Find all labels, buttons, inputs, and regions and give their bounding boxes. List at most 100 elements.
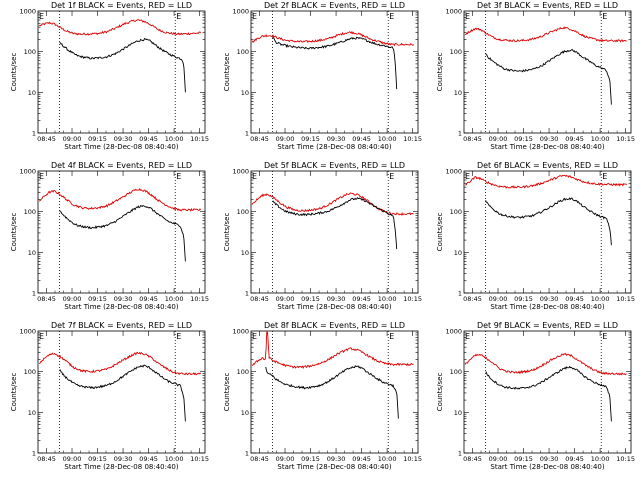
interval-marker-label: E (389, 12, 394, 21)
y-tick-label: 100 (237, 208, 249, 216)
x-tick-label: 09:45 (565, 455, 584, 463)
y-tick-label: 1000 (445, 8, 462, 16)
x-tick-label: 09:15 (514, 455, 533, 463)
x-axis-label: Start Time (28-Dec-08 08:40:40) (277, 143, 391, 151)
x-tick-label: 09:45 (352, 295, 371, 303)
plot-frame (37, 330, 206, 454)
plot-frame (463, 170, 632, 294)
interval-marker-label: E (39, 332, 44, 341)
x-tick-label: 09:00 (276, 455, 295, 463)
x-tick-label: 09:00 (276, 295, 295, 303)
x-tick-label: 08:45 (37, 135, 56, 143)
lld-series-line (38, 19, 202, 36)
y-axis-label: Counts/sec (223, 373, 231, 412)
lld-series-line (251, 192, 414, 216)
x-tick-label: 09:45 (352, 135, 371, 143)
events-series-line (272, 196, 398, 250)
y-tick-label: 1000 (445, 168, 462, 176)
events-series-line (485, 365, 612, 422)
x-tick-label: 10:00 (591, 135, 610, 143)
x-axis-label: Start Time (28-Dec-08 08:40:40) (277, 303, 391, 311)
x-tick-label: 10:00 (591, 455, 610, 463)
panel-title: Det 3f BLACK = Events, RED = LLD (477, 1, 618, 10)
plot-frame (37, 170, 206, 294)
panel-title: Det 8f BLACK = Events, RED = LLD (264, 321, 405, 330)
y-tick-label: 10 (241, 249, 249, 257)
y-tick-label: 1000 (232, 328, 249, 336)
x-tick-label: 08:45 (37, 455, 56, 463)
x-tick-label: 08:45 (37, 295, 56, 303)
x-tick-label: 10:15 (616, 295, 635, 303)
y-tick-label: 1 (32, 450, 36, 458)
y-axis-label: Counts/sec (436, 213, 444, 252)
x-tick-label: 10:00 (165, 135, 184, 143)
lld-series-line (251, 330, 414, 369)
x-tick-label: 09:00 (489, 135, 508, 143)
lld-series-line (251, 30, 415, 47)
x-tick-label: 10:15 (616, 455, 635, 463)
x-tick-label: 10:15 (616, 135, 635, 143)
interval-marker-label: E (602, 332, 607, 341)
y-tick-label: 100 (237, 368, 249, 376)
x-tick-label: 09:00 (63, 135, 82, 143)
x-tick-label: 09:15 (301, 295, 320, 303)
panel-title: Det 7f BLACK = Events, RED = LLD (51, 321, 192, 330)
y-tick-label: 1 (245, 130, 249, 138)
x-tick-label: 09:15 (88, 295, 107, 303)
x-tick-label: 09:00 (489, 295, 508, 303)
y-tick-label: 1000 (232, 8, 249, 16)
x-tick-label: 10:15 (190, 135, 209, 143)
x-tick-label: 10:00 (165, 455, 184, 463)
panel-9: Det 9f BLACK = Events, RED = LLD 1 10 100 10… (436, 321, 635, 471)
y-tick-label: 10 (28, 249, 36, 257)
lld-series-line (464, 352, 627, 376)
y-tick-label: 100 (450, 208, 462, 216)
x-tick-label: 09:00 (489, 455, 508, 463)
x-axis-label: Start Time (28-Dec-08 08:40:40) (490, 303, 604, 311)
panel-1: Det 1f BLACK = Events, RED = LLD 1 10 100 10… (10, 1, 209, 151)
y-tick-label: 1 (245, 290, 249, 298)
panel-title: Det 1f BLACK = Events, RED = LLD (51, 1, 192, 10)
panel-title: Det 5f BLACK = Events, RED = LLD (264, 161, 405, 170)
panel-title: Det 4f BLACK = Events, RED = LLD (51, 161, 192, 170)
y-tick-label: 10 (241, 89, 249, 97)
x-tick-label: 08:45 (463, 135, 482, 143)
interval-marker-label: E (602, 12, 607, 21)
x-tick-label: 10:15 (403, 455, 422, 463)
y-tick-label: 1 (458, 450, 462, 458)
lld-series-line (39, 351, 202, 376)
x-tick-label: 09:15 (301, 135, 320, 143)
y-tick-label: 10 (28, 89, 36, 97)
x-tick-label: 09:15 (514, 295, 533, 303)
x-tick-label: 10:00 (165, 295, 184, 303)
lld-series-line (465, 174, 628, 189)
x-tick-label: 10:15 (190, 295, 209, 303)
x-tick-label: 09:30 (114, 455, 133, 463)
y-axis-label: Counts/sec (223, 213, 231, 252)
y-tick-label: 1 (32, 130, 36, 138)
events-series-line (485, 48, 612, 105)
y-axis-label: Counts/sec (10, 213, 18, 252)
x-tick-label: 10:00 (378, 295, 397, 303)
x-tick-label: 09:45 (139, 295, 158, 303)
y-tick-label: 100 (237, 48, 249, 56)
x-tick-label: 10:00 (378, 455, 397, 463)
x-axis-label: Start Time (28-Dec-08 08:40:40) (490, 143, 604, 151)
lld-series-line (38, 187, 202, 212)
y-tick-label: 1 (458, 290, 462, 298)
x-axis-label: Start Time (28-Dec-08 08:40:40) (64, 143, 178, 151)
y-axis-label: Counts/sec (10, 373, 18, 412)
x-tick-label: 09:45 (565, 135, 584, 143)
x-tick-label: 09:15 (88, 455, 107, 463)
events-series-line (59, 204, 186, 262)
y-tick-label: 100 (450, 368, 462, 376)
interval-marker-label: E (465, 172, 470, 181)
y-tick-label: 10 (28, 409, 36, 417)
x-tick-label: 09:00 (63, 455, 82, 463)
x-tick-label: 09:45 (139, 455, 158, 463)
x-tick-label: 09:45 (139, 135, 158, 143)
y-tick-label: 1000 (19, 168, 36, 176)
y-tick-label: 10 (454, 89, 462, 97)
y-tick-label: 1000 (445, 328, 462, 336)
x-tick-label: 09:30 (540, 135, 559, 143)
